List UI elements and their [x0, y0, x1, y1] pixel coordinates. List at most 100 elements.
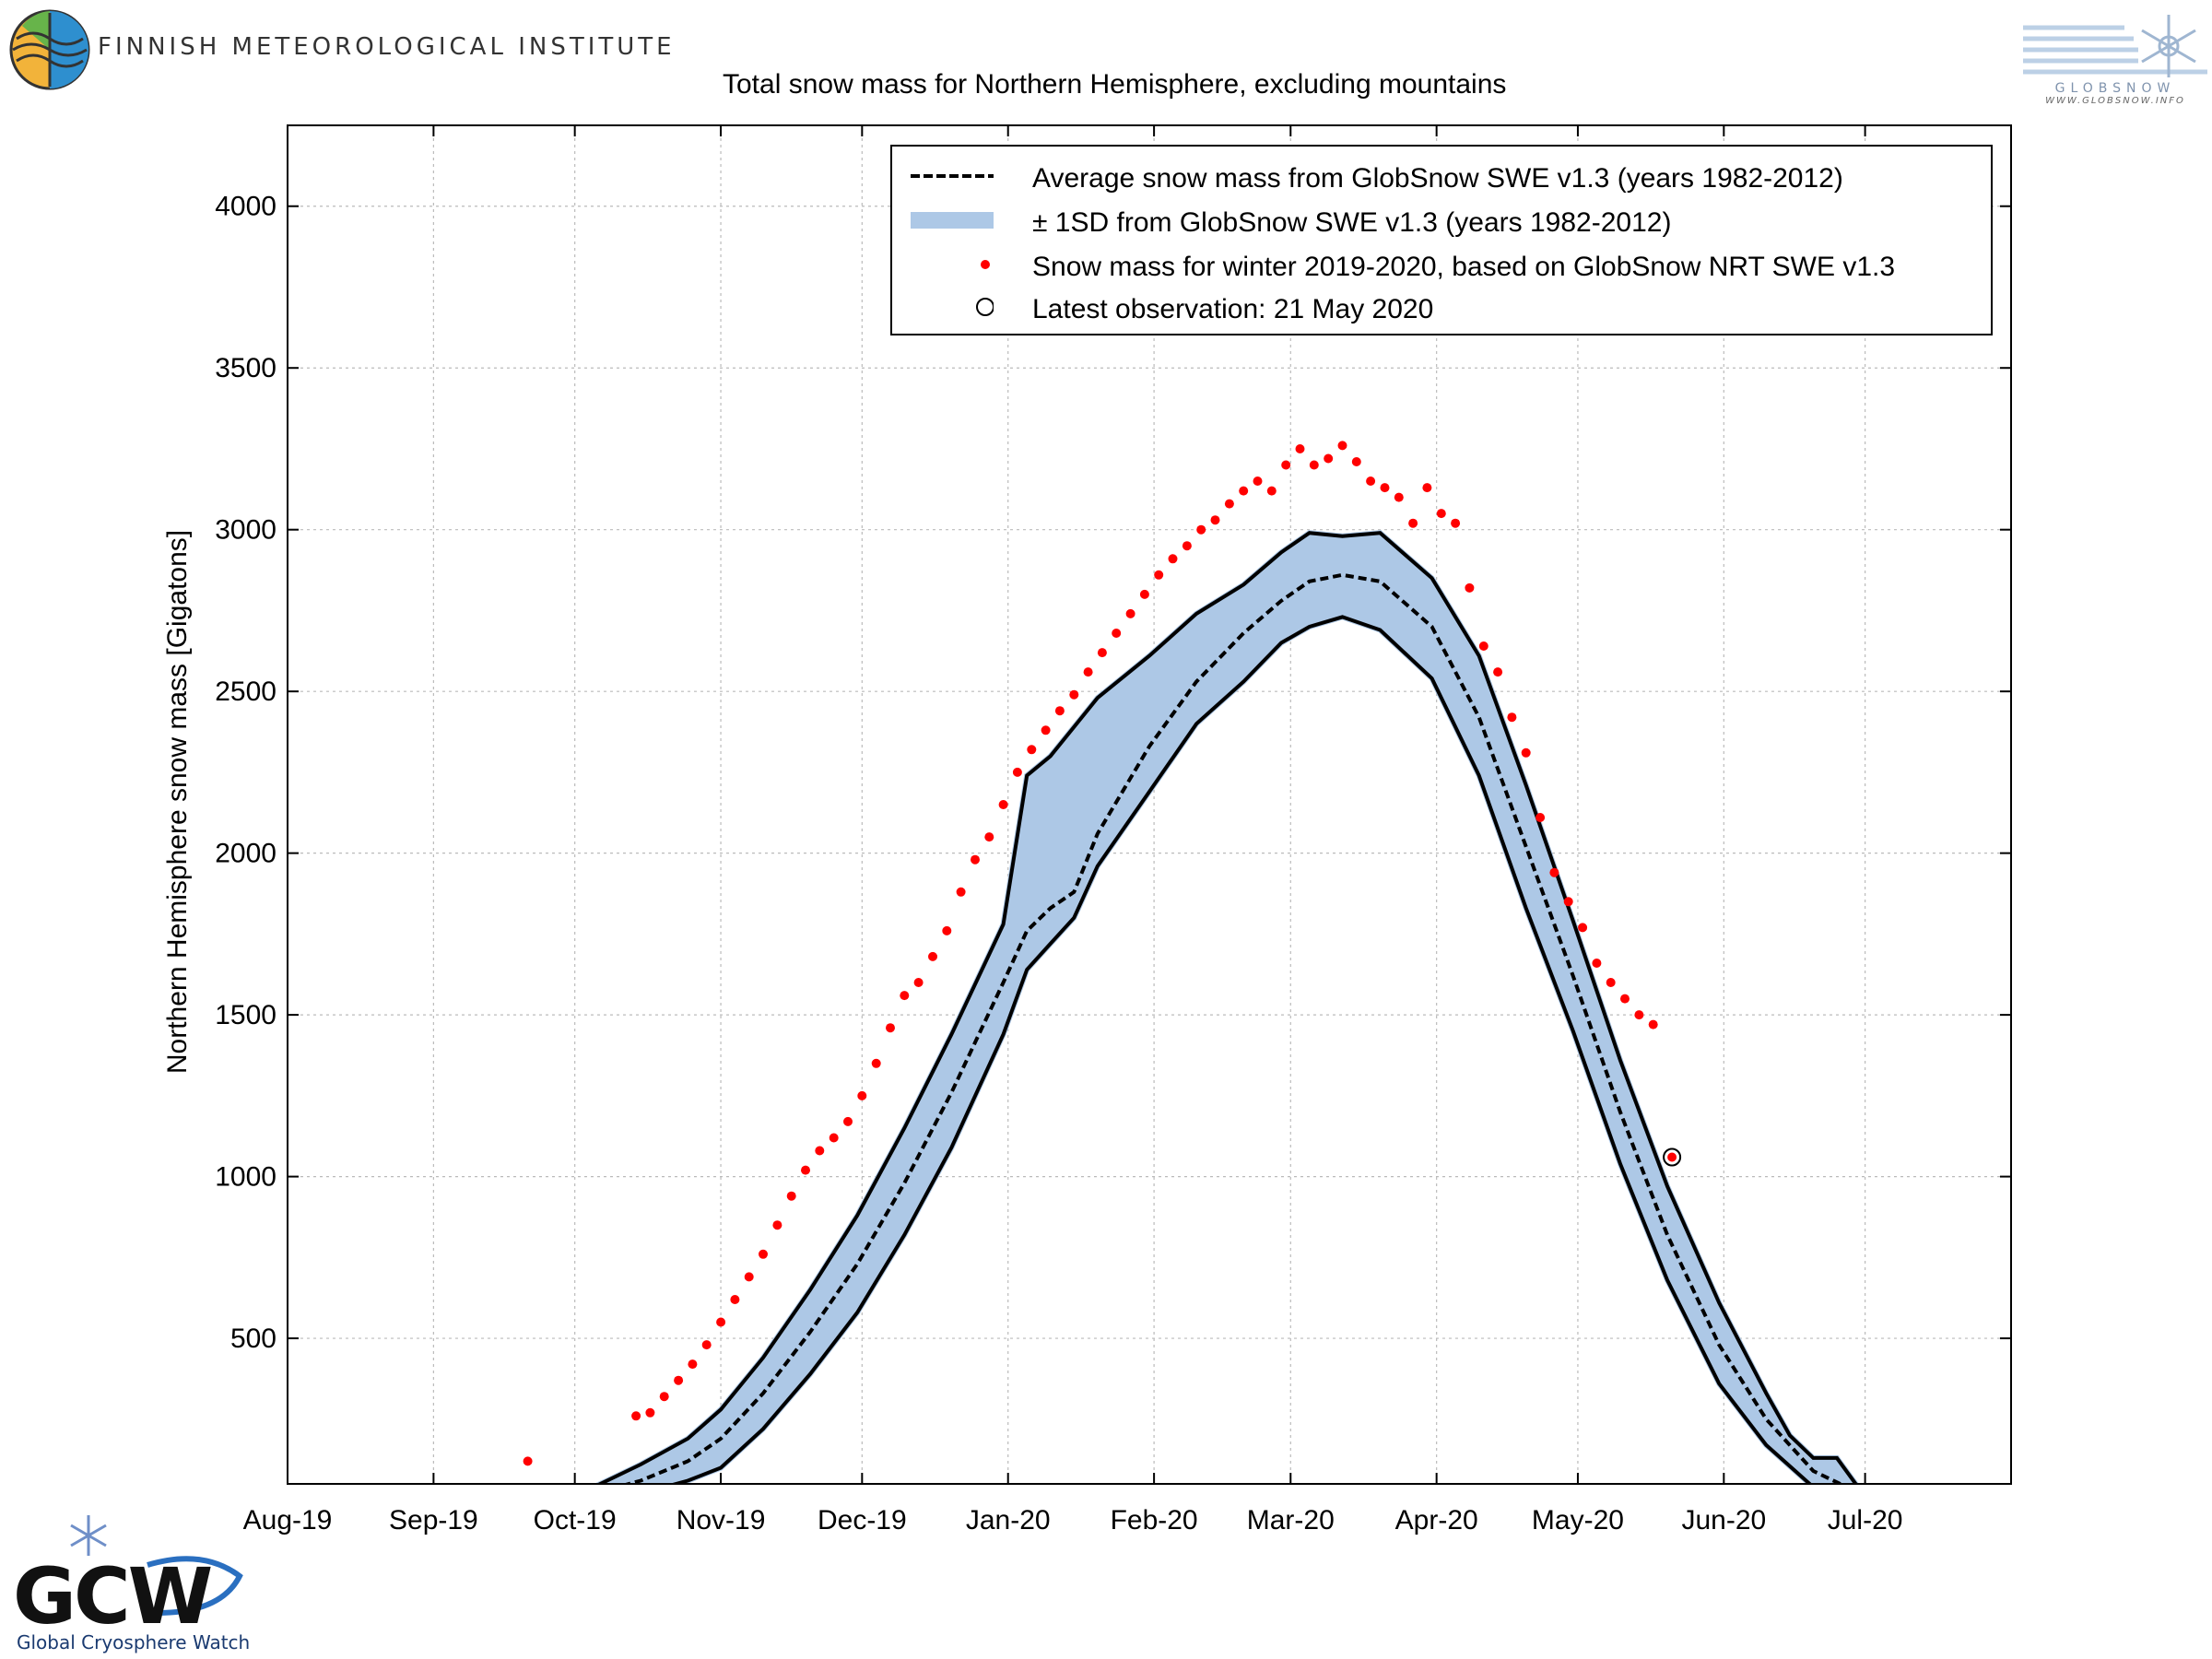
winter-2019-2020-point [1196, 524, 1206, 535]
winter-2019-2020-point [1069, 689, 1079, 700]
winter-2019-2020-point [1578, 923, 1588, 933]
winter-2019-2020-point [913, 978, 924, 987]
latest-observation-marker [1663, 1147, 1682, 1167]
winter-2019-2020-point [786, 1191, 796, 1201]
winter-2019-2020-point [1012, 767, 1022, 777]
winter-2019-2020-point [1182, 541, 1192, 551]
x-tick-label: Oct-19 [534, 1505, 617, 1535]
y-tick-label: 2500 [215, 677, 276, 707]
winter-2019-2020-point [523, 1456, 533, 1466]
winter-2019-2020-point [1210, 515, 1220, 525]
x-tick-label: Jul-20 [1828, 1505, 1903, 1535]
winter-2019-2020-point [1239, 486, 1249, 496]
winter-2019-2020-point [984, 832, 994, 842]
chart-legend: Average snow mass from GlobSnow SWE v1.3… [890, 145, 1993, 335]
winter-2019-2020-point [631, 1411, 641, 1421]
winter-2019-2020-point [1507, 712, 1517, 723]
winter-2019-2020-point [1422, 483, 1432, 493]
winter-2019-2020-point [1266, 486, 1277, 496]
y-tick-label: 1000 [215, 1162, 276, 1193]
y-tick-label: 3500 [215, 353, 276, 383]
winter-2019-2020-point [829, 1133, 839, 1143]
winter-2019-2020-point [1309, 460, 1319, 470]
winter-2019-2020-point [1380, 483, 1390, 493]
x-tick-label: Feb-20 [1111, 1505, 1198, 1535]
winter-2019-2020-point [1154, 570, 1164, 580]
sd-band-upper-line [595, 531, 1858, 1484]
winter-2019-2020-point [1083, 667, 1093, 677]
legend-entry-latest-observation: Latest observation: 21 May 2020 [892, 288, 1991, 325]
winter-2019-2020-point [730, 1295, 740, 1304]
legend-label-average: Average snow mass from GlobSnow SWE v1.3… [1032, 163, 1843, 194]
legend-label-latest-observation: Latest observation: 21 May 2020 [1032, 294, 1434, 324]
winter-2019-2020-point [1451, 518, 1461, 528]
winter-2019-2020-point [815, 1146, 825, 1156]
winter-2019-2020-point [1634, 1010, 1644, 1020]
winter-2019-2020-point [971, 854, 980, 865]
winter-2019-2020-point [1027, 745, 1037, 755]
y-tick-label: 2000 [215, 839, 276, 869]
winter-2019-2020-point [1478, 641, 1488, 651]
winter-2019-2020-point [1112, 629, 1122, 638]
open-circle-swatch [976, 298, 994, 316]
plot-frame [287, 124, 2012, 1485]
winter-2019-2020-point [1351, 457, 1361, 466]
globsnow-logo [2023, 15, 2207, 77]
winter-2019-2020-point [1125, 608, 1135, 618]
x-tick-label: Sep-19 [389, 1505, 478, 1535]
winter-2019-2020-point [1281, 460, 1291, 470]
globsnow-url: WWW.GLOBSNOW.INFO [2045, 96, 2185, 106]
x-tick-label: Mar-20 [1247, 1505, 1335, 1535]
winter-2019-2020-point [1465, 582, 1475, 593]
globsnow-wordmark: GLOBSNOW [2054, 81, 2176, 96]
winter-2019-2020-point [942, 925, 952, 935]
institute-name: FINNISH METEOROLOGICAL INSTITUTE [98, 33, 676, 61]
winter-2019-2020-point [998, 800, 1008, 809]
winter-2019-2020-point [701, 1340, 712, 1350]
x-tick-label: Jun-20 [1681, 1505, 1766, 1535]
chart-title: Total snow mass for Northern Hemisphere,… [723, 69, 1507, 100]
winter-2019-2020-point [1408, 518, 1418, 528]
winter-2019-2020-point [1253, 477, 1263, 486]
winter-2019-2020-point [1667, 1152, 1677, 1162]
axis-ticks: 500 1000 1500 2000 2500 3000 3500 4000 Aug-19 Sep… [215, 125, 2011, 1535]
y-tick-label: 4000 [215, 192, 276, 222]
winter-2019-2020-point [659, 1392, 669, 1402]
y-axis-label-group: Northern Hemisphere snow mass [Gigatons] [162, 530, 193, 1074]
winter-2019-2020-point [1366, 477, 1376, 486]
winter-2019-2020-point [1394, 492, 1404, 502]
winter-2019-2020-point [1097, 648, 1107, 658]
x-tick-label: Apr-20 [1395, 1505, 1478, 1535]
winter-2019-2020-point [843, 1116, 853, 1126]
winter-2019-2020-point [928, 951, 937, 961]
band-swatch [911, 212, 994, 229]
x-tick-label: May-20 [1532, 1505, 1624, 1535]
y-tick-label: 3000 [215, 515, 276, 546]
winter-2019-2020-point [801, 1165, 810, 1175]
x-tick-label: Nov-19 [677, 1505, 766, 1535]
winter-2019-2020-point [1436, 509, 1446, 519]
winter-2019-2020-point [1563, 897, 1573, 907]
winter-2019-2020-point [1168, 554, 1178, 564]
winter-2019-2020-point [772, 1220, 782, 1230]
gcw-logo-text: GCW [13, 1551, 213, 1641]
y-tick-label: 500 [230, 1324, 276, 1354]
gcw-subtitle: Global Cryosphere Watch [17, 1631, 251, 1653]
winter-2019-2020-point [1592, 959, 1602, 968]
y-axis-label: Northern Hemisphere snow mass [Gigatons] [162, 530, 193, 1074]
winter-2019-2020-point [688, 1359, 698, 1370]
x-tick-label: Aug-19 [243, 1505, 333, 1535]
gcw-snowflake-icon [70, 1515, 243, 1616]
winter-2019-2020-point [1295, 444, 1305, 453]
winter-2019-2020-point [857, 1090, 867, 1100]
legend-entry-sd-band: ± 1SD from GlobSnow SWE v1.3 (years 1982… [892, 202, 1991, 239]
winter-2019-2020-point [1139, 589, 1149, 599]
winter-2019-2020-point [716, 1317, 726, 1327]
winter-2019-2020-point [1224, 499, 1234, 509]
winter-2019-2020-point [674, 1375, 684, 1385]
legend-label-sd-band: ± 1SD from GlobSnow SWE v1.3 (years 1982… [1032, 207, 1672, 238]
fmi-logo [9, 9, 90, 90]
winter-2019-2020-point [759, 1249, 768, 1259]
x-tick-label: Dec-19 [818, 1505, 907, 1535]
